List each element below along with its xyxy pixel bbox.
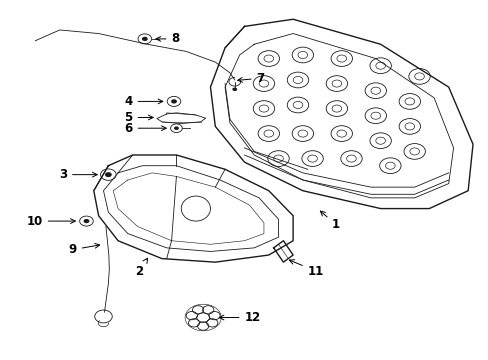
Text: 4: 4 <box>124 95 163 108</box>
Text: 5: 5 <box>124 111 153 124</box>
Text: 12: 12 <box>219 311 260 324</box>
Circle shape <box>142 37 147 41</box>
Text: 2: 2 <box>135 258 147 278</box>
Circle shape <box>171 99 177 104</box>
Circle shape <box>232 87 237 91</box>
Text: 1: 1 <box>320 211 340 231</box>
Text: 10: 10 <box>26 215 75 228</box>
Text: 6: 6 <box>124 122 166 135</box>
Text: 7: 7 <box>237 72 264 85</box>
Circle shape <box>174 126 179 130</box>
Text: 11: 11 <box>289 260 323 278</box>
Text: 9: 9 <box>68 243 100 256</box>
Circle shape <box>83 219 89 223</box>
Text: 8: 8 <box>156 32 180 45</box>
Circle shape <box>105 172 112 177</box>
Text: 3: 3 <box>59 168 97 181</box>
